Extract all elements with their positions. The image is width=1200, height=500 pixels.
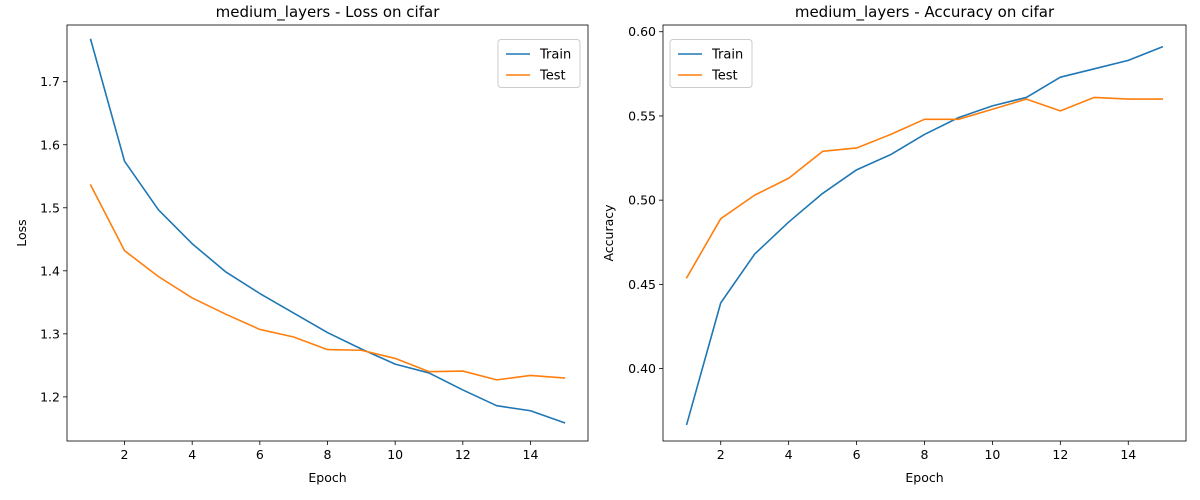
- y-axis-label: Loss: [14, 219, 29, 246]
- x-tick-label: 2: [717, 447, 725, 462]
- legend: Train Test: [497, 39, 581, 88]
- y-tick-label: 0.40: [628, 361, 656, 376]
- y-axis-label: Accuracy: [601, 204, 616, 262]
- y-tick-label: 0.60: [628, 24, 656, 39]
- y-tick-label: 0.45: [628, 277, 656, 292]
- x-tick-label: 12: [455, 447, 471, 462]
- legend-label-test: Test: [711, 69, 738, 84]
- chart-title: medium_layers - Accuracy on cifar: [795, 3, 1055, 22]
- y-tick-label: 1.3: [40, 326, 60, 341]
- series-line-train: [685, 45, 1164, 426]
- y-tick-label: 1.6: [40, 137, 60, 152]
- accuracy-chart: medium_layers - Accuracy on cifar 2 4 6 8 10 1…: [601, 3, 1187, 485]
- x-tick-label: 8: [921, 447, 929, 462]
- y-tick-label: 1.7: [40, 74, 60, 89]
- x-tick-label: 12: [1052, 447, 1068, 462]
- y-tick-label: 1.5: [40, 200, 60, 215]
- x-tick-label: 4: [188, 447, 196, 462]
- x-tick-label: 10: [984, 447, 1000, 462]
- legend-label-test: Test: [539, 69, 566, 84]
- x-tick-label: 10: [387, 447, 403, 462]
- axes-frame: [662, 24, 1187, 442]
- chart-title: medium_layers - Loss on cifar: [216, 3, 441, 22]
- legend-label-train: Train: [711, 48, 743, 63]
- x-tick-label: 14: [1120, 447, 1136, 462]
- x-tick-label: 6: [853, 447, 861, 462]
- x-tick-label: 14: [523, 447, 539, 462]
- x-tick-label: 4: [785, 447, 793, 462]
- loss-chart: medium_layers - Loss on cifar 2 4 6 8 10 12 14 1…: [14, 3, 589, 485]
- x-axis-label: Epoch: [905, 470, 943, 485]
- axes-frame: [66, 24, 589, 442]
- legend-label-train: Train: [539, 48, 571, 63]
- y-tick-label: 1.2: [40, 389, 60, 404]
- y-tick-label: 0.55: [628, 108, 656, 123]
- x-tick-label: 8: [324, 447, 332, 462]
- x-tick-label: 2: [121, 447, 129, 462]
- legend: Train Test: [669, 39, 753, 88]
- series-line-train: [89, 38, 566, 424]
- series-line-test: [685, 96, 1164, 279]
- y-tick-label: 0.50: [628, 193, 656, 208]
- y-tick-label: 1.4: [40, 263, 60, 278]
- x-tick-label: 6: [256, 447, 264, 462]
- series-line-test: [89, 184, 566, 381]
- x-axis-label: Epoch: [308, 470, 346, 485]
